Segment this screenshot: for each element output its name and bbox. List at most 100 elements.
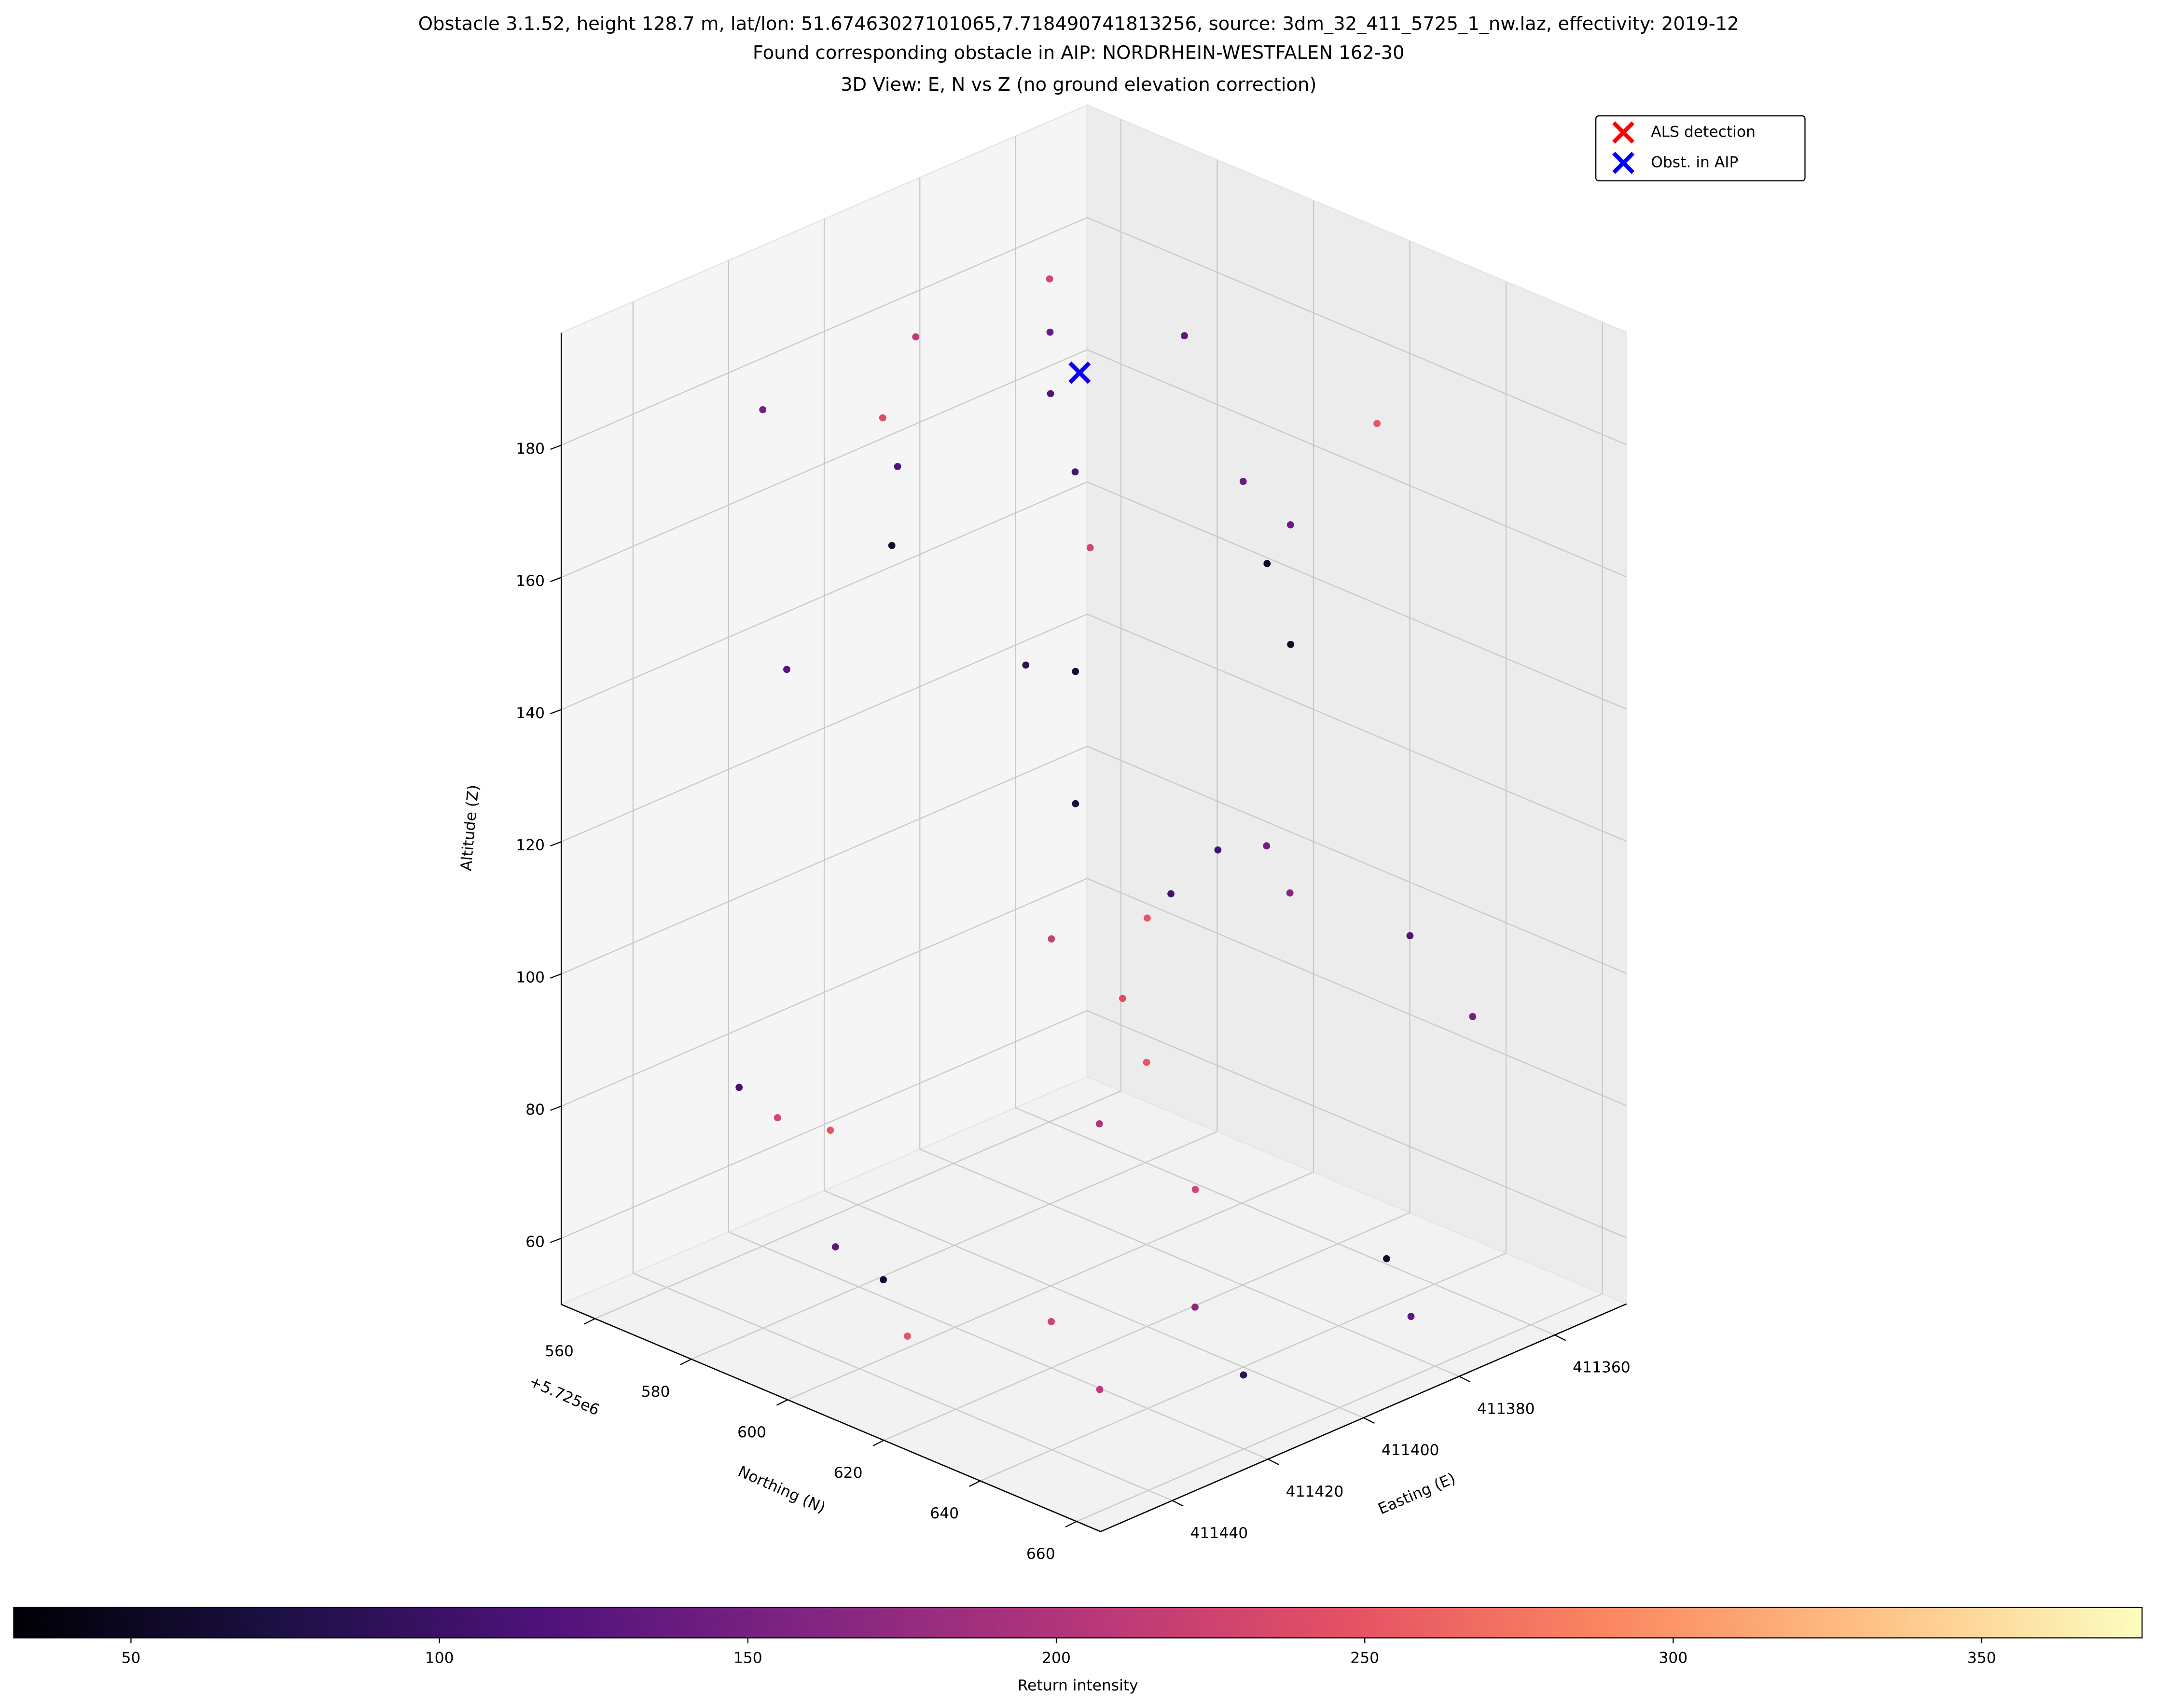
point [774,1114,781,1122]
point [1095,1120,1103,1127]
point [1096,1386,1104,1393]
point [1214,846,1222,854]
colorbar-label: Return intensity [1018,1677,1138,1694]
colorbar-tick-label: 300 [1659,1649,1688,1666]
tick-mark [550,1105,562,1111]
grid-line [1087,878,1627,1106]
point [1119,995,1126,1002]
point [1143,1058,1150,1066]
x-axis-line [1100,1303,1627,1532]
point [1263,842,1271,849]
tick-mark [776,1399,788,1406]
point [912,333,920,341]
point [1286,889,1294,897]
tick-mark [872,1440,885,1446]
tick-mark [969,1480,981,1487]
point [879,414,886,422]
grid-line [1087,746,1627,974]
point [1287,640,1295,648]
chart-subtitle: Found corresponding obstacle in AIP: NOR… [753,42,1405,64]
x-tick-label: 411420 [1286,1483,1344,1500]
grid-line [561,613,1088,843]
view-title: 3D View: E, N vs Z (no ground elevation … [841,74,1316,96]
tick-mark [1554,1334,1566,1341]
tick-mark [1172,1500,1184,1507]
point [1048,1318,1055,1325]
grid-line [1087,217,1627,445]
back-pane-right [1086,104,1628,1305]
point [1047,390,1054,398]
grid-line [561,217,1088,446]
point [1071,468,1079,476]
x-tick-label: 411440 [1190,1525,1248,1542]
point [783,666,790,673]
point [1046,328,1054,336]
grid-line [787,1171,1314,1401]
colorbar-tick-label: 350 [1967,1649,1996,1666]
colorbar [13,1607,2143,1639]
point [827,1126,834,1134]
point [759,406,767,414]
y-tick-label: 640 [930,1505,959,1522]
grid-line [728,1231,1268,1460]
legend-label: ALS detection [1651,123,1756,140]
grid-line [561,349,1088,578]
point [1167,890,1175,898]
y-tick-label: 600 [737,1424,766,1441]
tick-mark [550,444,562,450]
legend-marker [1612,152,1635,174]
point [1383,1255,1390,1263]
grid-line [561,878,1088,1107]
tick-mark [550,1237,562,1243]
colorbar-tick-label: 250 [1350,1649,1379,1666]
y-axis-line [561,1304,1101,1532]
grid-line [980,1252,1507,1482]
point [894,463,901,471]
grid-line [595,1090,1121,1319]
point [1046,275,1053,283]
y-axis-label: Northing (N) [735,1463,828,1517]
z-tick-label: 180 [516,440,545,458]
point [1407,1313,1415,1320]
tick-mark [550,709,562,714]
grid-line [561,481,1088,710]
colorbar-tick-label: 50 [121,1649,140,1666]
colorbar-tick-label: 150 [733,1649,762,1666]
point [1469,1013,1477,1020]
y-tick-label: 620 [834,1464,863,1482]
marker [1068,361,1091,384]
tick-mark [680,1359,692,1365]
tick-mark [550,973,562,979]
point [1072,800,1079,807]
grid-line [1087,349,1627,578]
y-tick-label: 580 [641,1383,670,1401]
tick-mark [1065,1521,1077,1527]
point [1072,667,1079,675]
tick-mark [583,1318,595,1325]
x-tick-label: 411400 [1382,1442,1439,1459]
x-tick-label: 411380 [1477,1400,1535,1417]
point [735,1083,743,1091]
y-tick-label: 560 [545,1343,574,1360]
legend-label: Obst. in AIP [1651,153,1738,171]
tick-mark [1268,1458,1279,1465]
z-tick-label: 60 [525,1233,545,1250]
chart-title: Obstacle 3.1.52, height 128.7 m, lat/lon… [418,13,1739,35]
point [831,1243,839,1250]
point [888,542,896,549]
point [1143,914,1151,922]
colorbar-tick-label: 200 [1042,1649,1071,1666]
point [1286,521,1294,528]
point [1191,1186,1199,1194]
z-tick-label: 160 [516,572,545,590]
point [904,1333,912,1340]
x-tick-label: 411360 [1573,1359,1631,1376]
point [1181,332,1188,340]
grid-line [1076,1293,1603,1522]
z-tick-label: 80 [525,1101,545,1118]
point [1048,935,1055,943]
z-tick-label: 100 [516,969,545,986]
grid-line [824,1190,1364,1418]
grid-line [1087,613,1627,842]
